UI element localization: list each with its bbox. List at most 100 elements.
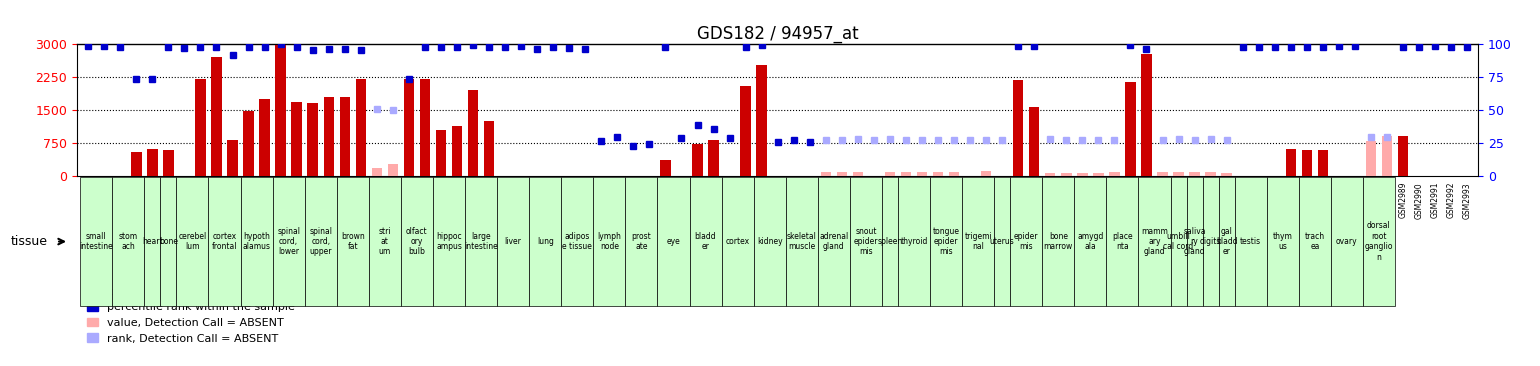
Text: trigemi
nal: trigemi nal	[964, 232, 992, 251]
Legend: count, percentile rank within the sample, value, Detection Call = ABSENT, rank, : count, percentile rank within the sample…	[83, 282, 299, 348]
FancyBboxPatch shape	[1075, 177, 1106, 306]
Bar	[1046, 173, 1055, 176]
FancyBboxPatch shape	[208, 177, 240, 306]
FancyBboxPatch shape	[80, 177, 112, 306]
FancyBboxPatch shape	[1138, 177, 1170, 306]
Bar	[356, 79, 367, 176]
Text: mamm
ary
gland: mamm ary gland	[1141, 227, 1167, 257]
FancyBboxPatch shape	[1363, 177, 1395, 306]
Text: gal
bladd
er: gal bladd er	[1217, 227, 1238, 257]
Text: lung: lung	[537, 237, 554, 246]
Bar	[884, 172, 895, 176]
Text: dorsal
root
ganglio
n: dorsal root ganglio n	[1364, 221, 1394, 262]
FancyBboxPatch shape	[850, 177, 882, 306]
Bar	[1398, 136, 1408, 176]
Text: adipos
e tissue: adipos e tissue	[562, 232, 593, 251]
Bar	[1061, 173, 1072, 176]
Text: tongue
epider
mis: tongue epider mis	[933, 227, 959, 257]
Bar	[131, 152, 142, 176]
Bar	[148, 149, 157, 176]
FancyBboxPatch shape	[690, 177, 722, 306]
FancyBboxPatch shape	[995, 177, 1010, 306]
FancyBboxPatch shape	[337, 177, 368, 306]
Text: stom
ach: stom ach	[119, 232, 139, 251]
Bar	[933, 172, 944, 176]
FancyBboxPatch shape	[1298, 177, 1331, 306]
Bar	[468, 90, 479, 176]
Text: olfact
ory
bulb: olfact ory bulb	[407, 227, 428, 257]
FancyBboxPatch shape	[593, 177, 625, 306]
Text: ovary: ovary	[1337, 237, 1358, 246]
FancyBboxPatch shape	[1106, 177, 1138, 306]
FancyBboxPatch shape	[561, 177, 593, 306]
FancyBboxPatch shape	[1203, 177, 1218, 306]
Text: lymph
node: lymph node	[598, 232, 621, 251]
Text: bone
marrow: bone marrow	[1044, 232, 1073, 251]
Bar	[1126, 82, 1135, 176]
Bar	[484, 121, 494, 176]
Text: liver: liver	[505, 237, 522, 246]
Bar	[853, 172, 862, 176]
Bar	[163, 150, 174, 176]
Bar	[756, 65, 767, 176]
FancyBboxPatch shape	[1235, 177, 1267, 306]
Text: epider
mis: epider mis	[1013, 232, 1038, 251]
Text: saliva
ry
gland: saliva ry gland	[1183, 227, 1206, 257]
Bar	[741, 86, 752, 176]
Bar	[1093, 173, 1104, 176]
Text: bone: bone	[159, 237, 179, 246]
Bar	[1029, 107, 1040, 176]
Bar	[196, 79, 206, 176]
Text: eye: eye	[667, 237, 681, 246]
Text: thyroid: thyroid	[901, 237, 927, 246]
Bar	[243, 111, 254, 176]
Text: uterus: uterus	[990, 237, 1015, 246]
FancyBboxPatch shape	[160, 177, 177, 306]
Bar	[259, 99, 270, 176]
Bar	[916, 172, 927, 176]
FancyBboxPatch shape	[658, 177, 690, 306]
Text: spinal
cord,
lower: spinal cord, lower	[277, 227, 300, 257]
Bar	[1141, 54, 1152, 176]
FancyBboxPatch shape	[530, 177, 561, 306]
Text: cortex: cortex	[725, 237, 750, 246]
FancyBboxPatch shape	[433, 177, 465, 306]
FancyBboxPatch shape	[930, 177, 962, 306]
Text: stri
at
um: stri at um	[379, 227, 391, 257]
Text: heart: heart	[142, 237, 163, 246]
Bar	[1366, 141, 1377, 176]
Bar	[1318, 150, 1327, 176]
Text: skeletal
muscle: skeletal muscle	[787, 232, 816, 251]
Bar	[1301, 150, 1312, 176]
Bar	[1381, 136, 1392, 176]
FancyBboxPatch shape	[722, 177, 753, 306]
Text: bladd
er: bladd er	[695, 232, 716, 251]
Bar	[371, 168, 382, 176]
Bar	[308, 103, 317, 176]
Text: cerebel
lum: cerebel lum	[179, 232, 206, 251]
Text: adrenal
gland: adrenal gland	[819, 232, 849, 251]
FancyBboxPatch shape	[818, 177, 850, 306]
Text: digits: digits	[1200, 237, 1221, 246]
Text: spinal
cord,
upper: spinal cord, upper	[310, 227, 333, 257]
Bar	[1013, 80, 1024, 176]
FancyBboxPatch shape	[400, 177, 433, 306]
Bar	[339, 97, 350, 176]
Text: small
intestine: small intestine	[80, 232, 112, 251]
FancyBboxPatch shape	[1187, 177, 1203, 306]
FancyBboxPatch shape	[898, 177, 930, 306]
FancyBboxPatch shape	[1218, 177, 1235, 306]
FancyBboxPatch shape	[465, 177, 497, 306]
Text: hippoc
ampus: hippoc ampus	[436, 232, 462, 251]
Bar	[901, 172, 912, 176]
Text: umbili
cal cord: umbili cal cord	[1163, 232, 1194, 251]
Bar	[1173, 172, 1184, 176]
Bar	[420, 79, 430, 176]
Bar	[211, 57, 222, 176]
Text: snout
epider
mis: snout epider mis	[853, 227, 878, 257]
FancyBboxPatch shape	[368, 177, 400, 306]
Text: tissue: tissue	[11, 235, 48, 248]
Text: thym
us: thym us	[1274, 232, 1292, 251]
Bar	[1076, 173, 1087, 176]
Text: amygd
ala: amygd ala	[1076, 232, 1104, 251]
